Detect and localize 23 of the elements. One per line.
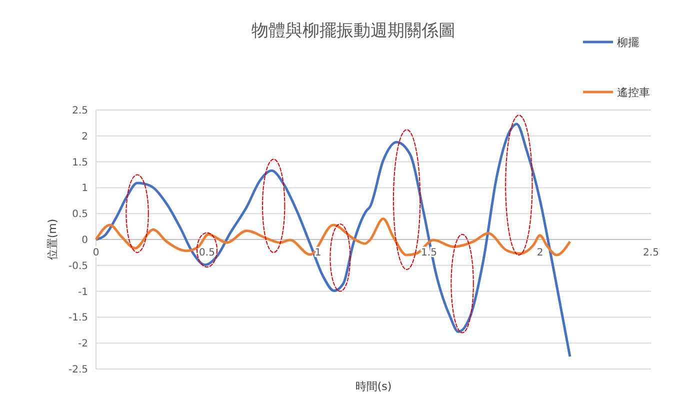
- y-tick-label: -2: [78, 338, 88, 350]
- legend-label: 遙控車: [617, 86, 650, 99]
- y-tick-label: 0: [82, 235, 88, 246]
- y-tick-label: -1: [78, 286, 88, 298]
- line-series: [94, 218, 572, 256]
- y-tick-label: -1.5: [68, 312, 88, 324]
- y-tick-label: 2.5: [72, 106, 88, 116]
- y-tick-label: 2: [82, 131, 88, 142]
- x-tick-label: 2.5: [643, 248, 659, 258]
- x-tick-label: 0.5: [199, 248, 215, 258]
- x-tick-label: 1: [314, 248, 322, 258]
- y-axis-title: 位置(m): [46, 218, 59, 260]
- x-tick-label: 2: [536, 248, 544, 258]
- y-tick-label: -0.5: [68, 260, 88, 272]
- chart-title: 物體與柳擺振動週期關係圖: [252, 21, 456, 41]
- line-series: [94, 122, 572, 358]
- y-tick-label: -2.5: [68, 364, 88, 376]
- y-tick-label: 1: [82, 183, 88, 194]
- x-tick-label: 0: [92, 248, 100, 258]
- y-tick-label: 0.5: [72, 209, 88, 220]
- x-axis-title: 時間(s): [355, 380, 392, 393]
- legend-label: 柳擺: [617, 36, 639, 49]
- y-tick-label: 1.5: [72, 157, 88, 168]
